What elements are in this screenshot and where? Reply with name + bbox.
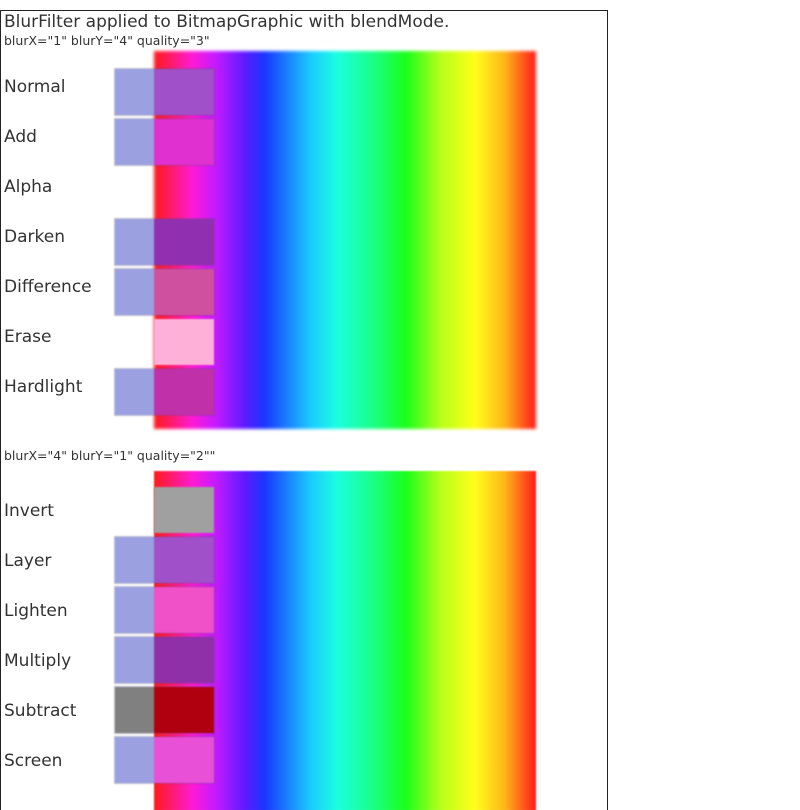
blend-mode-label: Erase [4, 327, 52, 347]
sample-base-swatch [115, 269, 154, 315]
blend-sample [115, 269, 214, 315]
blend-sample [115, 637, 214, 683]
sample-blended-swatch [154, 737, 214, 783]
sample-blended-swatch [154, 487, 214, 533]
section2-caption: blurX="4" blurY="1" quality="2"" [4, 448, 216, 463]
sample-base-swatch [115, 737, 154, 783]
blend-mode-label: Invert [4, 501, 54, 521]
section1-caption: blurX="1" blurY="4" quality="3" [4, 33, 210, 48]
blend-sample [115, 737, 214, 783]
sample-base-swatch [115, 537, 154, 583]
blend-mode-label: Lighten [4, 601, 68, 621]
sample-base-swatch [115, 69, 154, 115]
sample-blended-swatch [154, 687, 214, 733]
blend-sample [115, 687, 214, 733]
sample-blended-swatch [154, 587, 214, 633]
sample-base-swatch [115, 369, 154, 415]
sample-blended-swatch [154, 537, 214, 583]
rainbow-bitmap-2 [154, 471, 536, 810]
blend-mode-label: Layer [4, 551, 52, 571]
blend-mode-label: Subtract [4, 701, 77, 721]
blend-sample [115, 487, 214, 533]
rainbow-bitmap-1 [154, 51, 536, 429]
sample-blended-swatch [154, 219, 214, 265]
sample-blended-swatch [154, 637, 214, 683]
sample-base-swatch [115, 637, 154, 683]
blend-mode-label: Alpha [4, 177, 53, 197]
page-title: BlurFilter applied to BitmapGraphic with… [4, 12, 450, 32]
blend-sample [115, 319, 214, 365]
sample-blended-swatch [154, 269, 214, 315]
sample-blended-swatch [154, 319, 214, 365]
blend-mode-label: Difference [4, 277, 92, 297]
blend-mode-label: Hardlight [4, 377, 83, 397]
sample-base-swatch [115, 687, 154, 733]
blend-sample [115, 537, 214, 583]
blend-mode-label: Normal [4, 77, 66, 97]
sample-base-swatch [115, 587, 154, 633]
sample-base-swatch [115, 119, 154, 165]
blend-sample [115, 219, 214, 265]
blend-sample [115, 119, 214, 165]
sample-blended-swatch [154, 119, 214, 165]
blend-sample [115, 587, 214, 633]
blend-sample [115, 369, 214, 415]
test-frame: BlurFilter applied to BitmapGraphic with… [0, 10, 608, 810]
blend-sample [115, 69, 214, 115]
sample-base-swatch [115, 219, 154, 265]
sample-blended-swatch [154, 69, 214, 115]
blend-mode-label: Multiply [4, 651, 72, 671]
sample-blended-swatch [154, 369, 214, 415]
blend-mode-label: Screen [4, 751, 63, 771]
blend-mode-label: Darken [4, 227, 65, 247]
blend-mode-label: Add [4, 127, 37, 147]
